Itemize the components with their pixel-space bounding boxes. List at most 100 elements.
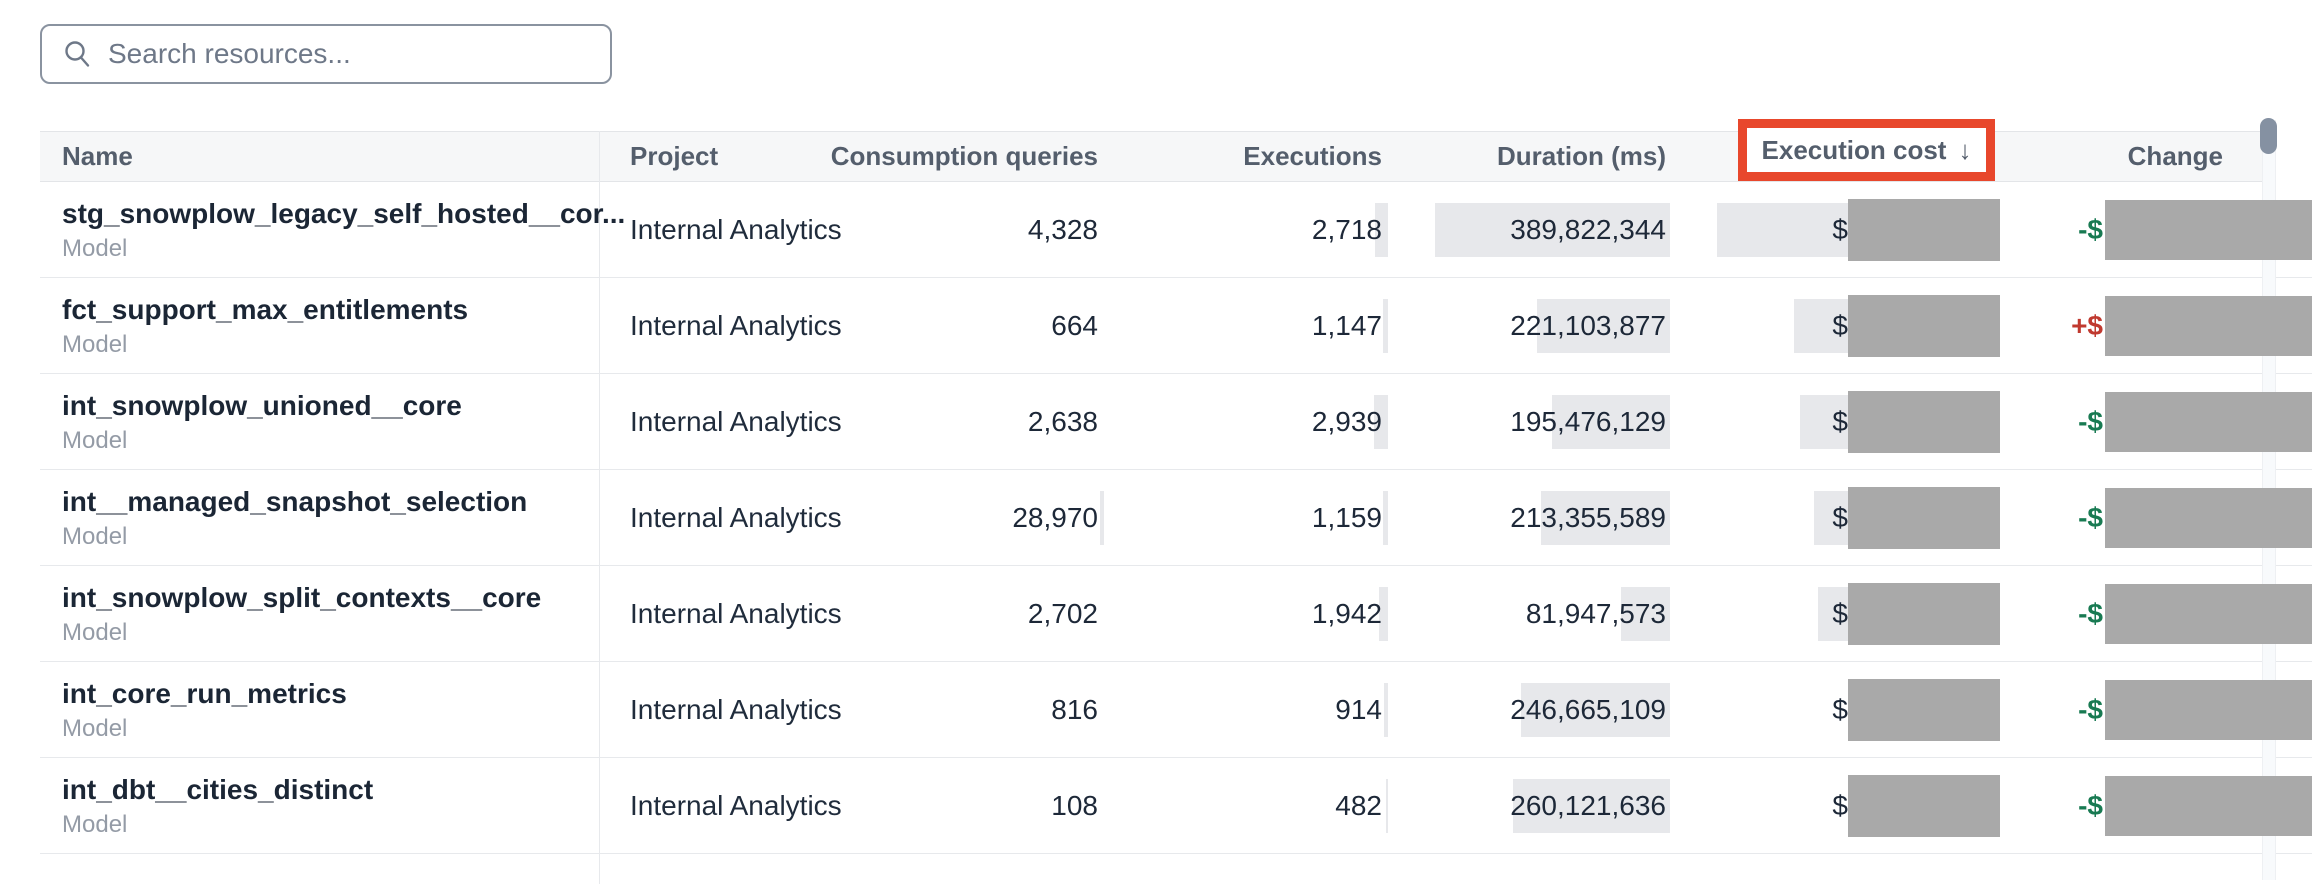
project-cell: Internal Analytics bbox=[600, 758, 860, 853]
executions-cell: 482 bbox=[1104, 758, 1388, 853]
name-cell[interactable]: stg_snowplow_legacy_self_hosted__cor... … bbox=[40, 182, 625, 277]
change-sign: -$ bbox=[2078, 789, 2103, 821]
column-header-name[interactable]: Name bbox=[40, 131, 600, 182]
duration-value: 195,476,129 bbox=[1510, 405, 1666, 437]
executions-value-bar bbox=[1383, 298, 1388, 353]
resource-name[interactable]: int__managed_snapshot_selection bbox=[62, 485, 528, 517]
name-cell[interactable]: int_dbt__cities_distinct Model bbox=[40, 758, 600, 853]
change-cell: -$ bbox=[2000, 182, 2312, 277]
executions-cell: 914 bbox=[1104, 662, 1388, 757]
project-cell bbox=[600, 854, 860, 884]
execution-cost-cell: $ bbox=[1670, 470, 2000, 565]
resource-type: Model bbox=[62, 810, 128, 838]
duration-value-bar bbox=[1513, 778, 1670, 833]
resource-type: Model bbox=[62, 618, 128, 646]
consumption-value: 664 bbox=[1051, 309, 1098, 341]
duration-cell: 81,947,573 bbox=[1388, 566, 1670, 661]
project-name: Internal Analytics bbox=[630, 789, 842, 821]
consumption-value: 28,970 bbox=[1012, 501, 1098, 533]
executions-cell: 1,147 bbox=[1104, 278, 1388, 373]
execution-cost-cell: $ bbox=[1670, 278, 2000, 373]
duration-value-bar bbox=[1435, 202, 1670, 257]
column-header-duration[interactable]: Duration (ms) bbox=[1497, 141, 1666, 171]
project-cell: Internal Analytics bbox=[600, 278, 860, 373]
table-row[interactable]: fct_dbt_project_activity bbox=[40, 854, 2312, 884]
duration-cell: 246,665,109 bbox=[1388, 662, 1670, 757]
executions-cell: 2,718 bbox=[1104, 182, 1388, 277]
name-cell[interactable]: int_snowplow_split_contexts__core Model bbox=[40, 566, 600, 661]
executions-value-bar bbox=[1384, 682, 1388, 737]
column-header-consumption-queries[interactable]: Consumption queries bbox=[830, 141, 1098, 171]
name-cell[interactable]: fct_support_max_entitlements Model bbox=[40, 278, 600, 373]
search-bar[interactable] bbox=[40, 24, 612, 84]
name-cell[interactable]: fct_dbt_project_activity bbox=[40, 854, 600, 884]
project-name: Internal Analytics bbox=[630, 405, 842, 437]
name-cell[interactable]: int_core_run_metrics Model bbox=[40, 662, 600, 757]
table-body: stg_snowplow_legacy_self_hosted__cor... … bbox=[40, 182, 2312, 884]
executions-value-bar bbox=[1379, 586, 1388, 641]
consumption-cell: 664 bbox=[860, 278, 1104, 373]
project-name: Internal Analytics bbox=[630, 309, 842, 341]
duration-value-bar bbox=[1552, 394, 1670, 449]
cost-redaction-box bbox=[1848, 486, 2000, 549]
resource-name[interactable]: fct_support_max_entitlements bbox=[62, 293, 469, 325]
resource-type: Model bbox=[62, 426, 128, 454]
table-row[interactable]: int_snowplow_split_contexts__core Model … bbox=[40, 566, 2312, 662]
change-sign: -$ bbox=[2078, 501, 2103, 533]
table-row[interactable]: int_dbt__cities_distinct Model Internal … bbox=[40, 758, 2312, 854]
search-input[interactable] bbox=[108, 38, 610, 70]
cost-redaction-box bbox=[1848, 198, 2000, 261]
executions-value: 2,718 bbox=[1311, 213, 1382, 245]
project-cell: Internal Analytics bbox=[600, 374, 860, 469]
table-row[interactable]: int_snowplow_unioned__core Model Interna… bbox=[40, 374, 2312, 470]
duration-cell: 213,355,589 bbox=[1388, 470, 1670, 565]
executions-value: 1,159 bbox=[1311, 501, 1382, 533]
column-header-executions[interactable]: Executions bbox=[1243, 141, 1382, 171]
table-header-row: Name Project Consumption queries Executi… bbox=[40, 119, 2312, 182]
scrollbar-thumb[interactable] bbox=[2260, 118, 2277, 154]
resource-name[interactable]: int_snowplow_split_contexts__core bbox=[62, 581, 542, 613]
table-row[interactable]: int_core_run_metrics Model Internal Anal… bbox=[40, 662, 2312, 758]
consumption-value: 2,638 bbox=[1027, 405, 1098, 437]
resource-name[interactable]: int_snowplow_unioned__core bbox=[62, 389, 462, 421]
executions-value: 1,147 bbox=[1311, 309, 1382, 341]
change-cell: +$ bbox=[2000, 278, 2312, 373]
table-row[interactable]: fct_support_max_entitlements Model Inter… bbox=[40, 278, 2312, 374]
column-header-execution-cost[interactable]: Execution cost bbox=[1761, 134, 1947, 165]
executions-value-bar bbox=[1383, 490, 1388, 545]
change-redaction-box bbox=[2105, 487, 2312, 548]
cost-redaction-box bbox=[1848, 774, 2000, 837]
column-header-change[interactable]: Change bbox=[2127, 141, 2223, 171]
executions-value-bar bbox=[1386, 778, 1388, 833]
execution-cost-cell: $ bbox=[1670, 662, 2000, 757]
change-cell: -$ bbox=[2000, 758, 2312, 853]
duration-cell: 221,103,877 bbox=[1388, 278, 1670, 373]
duration-value: 213,355,589 bbox=[1510, 501, 1666, 533]
consumption-value: 108 bbox=[1051, 789, 1098, 821]
name-cell[interactable]: int_snowplow_unioned__core Model bbox=[40, 374, 600, 469]
sort-descending-icon[interactable]: ↓ bbox=[1958, 134, 1972, 165]
resource-name[interactable]: int_dbt__cities_distinct bbox=[62, 773, 374, 805]
executions-value: 914 bbox=[1335, 693, 1382, 725]
change-cell: -$ bbox=[2000, 566, 2312, 661]
executions-value: 2,939 bbox=[1311, 405, 1382, 437]
project-cell: Internal Analytics bbox=[600, 566, 860, 661]
table-row[interactable]: int__managed_snapshot_selection Model In… bbox=[40, 470, 2312, 566]
resource-name[interactable]: int_core_run_metrics bbox=[62, 677, 347, 709]
column-header-project[interactable]: Project bbox=[630, 141, 719, 171]
executions-value-bar bbox=[1374, 394, 1388, 449]
cost-currency: $ bbox=[1832, 693, 1848, 725]
project-name: Internal Analytics bbox=[630, 693, 842, 725]
name-cell[interactable]: int__managed_snapshot_selection Model bbox=[40, 470, 600, 565]
search-icon bbox=[65, 41, 90, 67]
duration-cell: 389,822,344 bbox=[1388, 182, 1670, 277]
consumption-value: 4,328 bbox=[1027, 213, 1098, 245]
cost-redaction-box bbox=[1848, 294, 2000, 357]
cost-currency: $ bbox=[1832, 405, 1848, 437]
table-row[interactable]: stg_snowplow_legacy_self_hosted__cor... … bbox=[40, 182, 2312, 278]
resource-name[interactable]: stg_snowplow_legacy_self_hosted__cor... bbox=[62, 197, 626, 229]
executions-cell bbox=[1104, 854, 1388, 884]
consumption-cell: 4,328 bbox=[860, 182, 1104, 277]
consumption-cell: 28,970 bbox=[860, 470, 1104, 565]
change-redaction-box bbox=[2105, 295, 2312, 356]
